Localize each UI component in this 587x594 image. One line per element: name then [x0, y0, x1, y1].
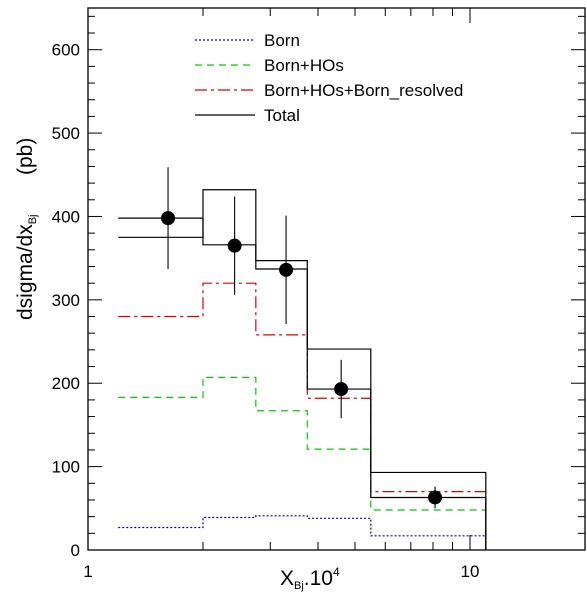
plot-frame: [87, 7, 586, 551]
series-born-hos-born-resolved: [118, 282, 487, 550]
y-tick-label: 500: [52, 124, 80, 143]
x-tick-label: 1: [83, 562, 92, 581]
series-born-hos: [118, 376, 487, 550]
x-tick-label: 10: [461, 562, 480, 581]
series-born: [118, 515, 487, 550]
x-axis-label: XBj.104: [280, 565, 340, 592]
data-point: [279, 262, 294, 277]
histogram-layer: [118, 189, 487, 550]
y-axis-label: dsigma/dxBj: [14, 215, 39, 321]
legend-label: Total: [264, 106, 300, 125]
y-tick-label: 400: [52, 207, 80, 226]
data-point: [227, 238, 242, 253]
axis-ticks: 0 100 200 300 400 500 600 1 10: [52, 8, 586, 581]
series-total-upper: [118, 217, 487, 550]
y-tick-label: 200: [52, 374, 80, 393]
y-tick-label: 0: [71, 541, 80, 560]
legend-label: Born+HOs+Born_resolved: [264, 81, 463, 100]
legend-label: Born: [264, 31, 300, 50]
data-point: [428, 490, 443, 505]
legend-label: Born+HOs: [264, 56, 344, 75]
y-tick-label: 600: [52, 41, 80, 60]
data-point: [161, 211, 176, 226]
y-tick-label: 100: [52, 458, 80, 477]
data-points-layer: [161, 167, 443, 509]
y-axis-unit: (pb): [14, 138, 37, 175]
legend: Born Born+HOs Born+HOs+Born_resolved Total: [195, 31, 463, 125]
y-tick-label: 300: [52, 291, 80, 310]
series-total: [118, 189, 487, 550]
data-point: [334, 382, 349, 397]
